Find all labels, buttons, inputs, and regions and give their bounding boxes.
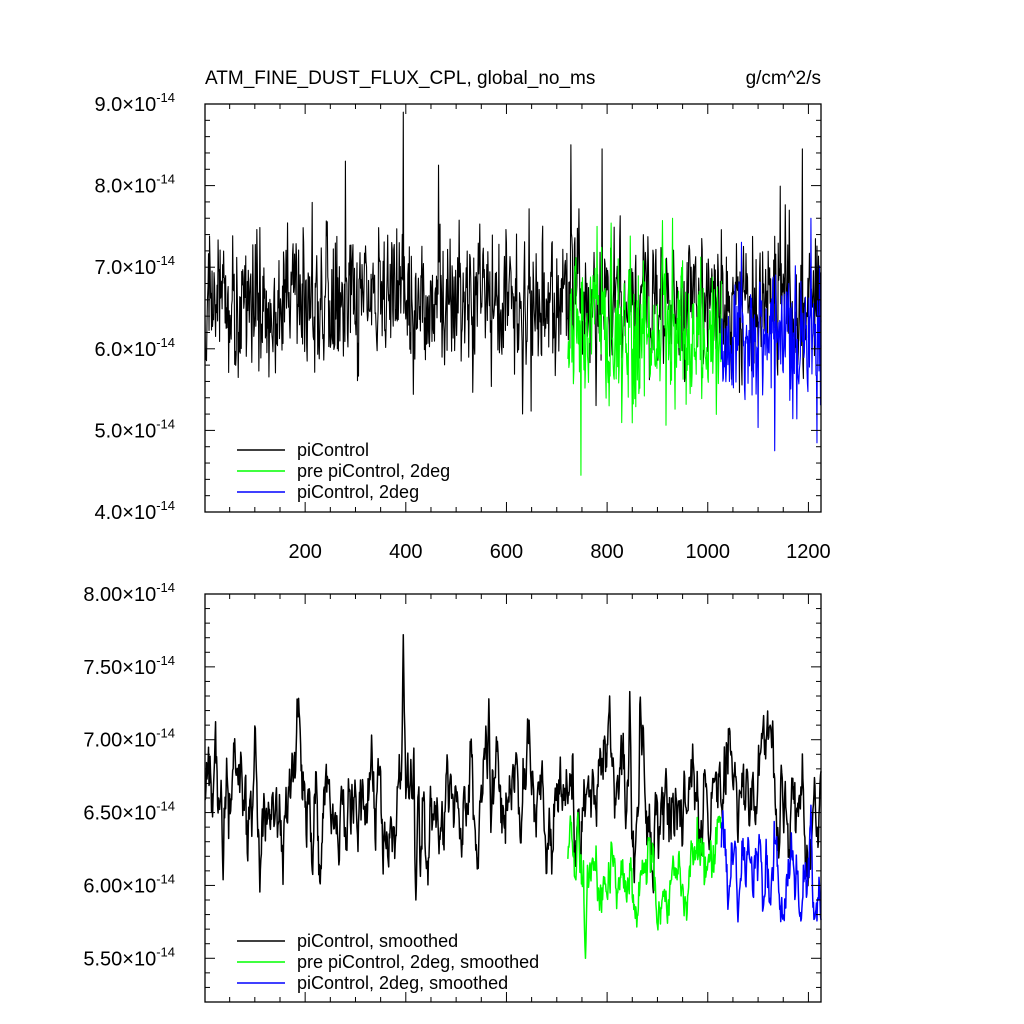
series-line-picontrol-2deg-smoothed bbox=[720, 804, 822, 923]
y-tick-label: 7.50×10-14 bbox=[83, 653, 175, 679]
y-tick-label: 6.00×10-14 bbox=[83, 871, 175, 897]
chart-title: ATM_FINE_DUST_FLUX_CPL, global_no_ms bbox=[205, 68, 595, 89]
y-tick-label: 5.50×10-14 bbox=[83, 944, 175, 970]
series-line-pre-picontrol-2deg-smoothed bbox=[567, 811, 722, 960]
top-series-group bbox=[204, 111, 822, 476]
x-tick-label: 600 bbox=[490, 541, 523, 563]
y-tick-label: 9.0×10-14 bbox=[94, 90, 175, 116]
x-tick-label: 800 bbox=[590, 541, 623, 563]
chart-units: g/cm^2/s bbox=[746, 68, 821, 89]
top-ticks: 4.0×10-14 5.0×10-14 6.0×10-14 7.0×10-14 8.0×… bbox=[94, 90, 830, 563]
legend-label-picontrol-2deg-smoothed: piControl, 2deg, smoothed bbox=[297, 973, 508, 993]
legend-label-pre-picontrol-2deg-smoothed: pre piControl, 2deg, smoothed bbox=[297, 952, 539, 972]
y-tick-label: 7.00×10-14 bbox=[83, 726, 175, 752]
bottom-series-group bbox=[204, 634, 822, 960]
legend-label-pre-picontrol-2deg: pre piControl, 2deg bbox=[297, 461, 450, 481]
bottom-panel: 5.50×10-14 6.00×10-14 6.50×10-14 7.00×10-14… bbox=[83, 580, 822, 1003]
y-tick-label: 8.00×10-14 bbox=[83, 580, 175, 606]
series-line-picontrol bbox=[204, 111, 822, 415]
x-tick-label: 200 bbox=[288, 541, 321, 563]
legend-label-picontrol-smoothed: piControl, smoothed bbox=[297, 931, 458, 951]
series-line-pre-picontrol-2deg bbox=[567, 217, 722, 476]
y-tick-label: 8.0×10-14 bbox=[94, 172, 175, 198]
y-tick-label: 6.50×10-14 bbox=[83, 799, 175, 825]
series-line-picontrol-2deg bbox=[720, 217, 822, 452]
y-tick-label: 7.0×10-14 bbox=[94, 253, 175, 279]
top-panel: ATM_FINE_DUST_FLUX_CPL, global_no_ms g/c… bbox=[94, 68, 830, 563]
x-tick-label: 1000 bbox=[686, 541, 731, 563]
x-tick-label: 1200 bbox=[786, 541, 831, 563]
y-tick-label: 4.0×10-14 bbox=[94, 498, 175, 524]
legend-label-picontrol-2deg: piControl, 2deg bbox=[297, 482, 419, 502]
y-tick-label: 5.0×10-14 bbox=[94, 416, 175, 442]
x-tick-label: 400 bbox=[389, 541, 422, 563]
bottom-legend: piControl, smoothed pre piControl, 2deg,… bbox=[237, 931, 539, 993]
top-legend: piControl pre piControl, 2deg piControl,… bbox=[237, 440, 450, 502]
top-plot-frame bbox=[204, 103, 822, 513]
series-line-picontrol-smoothed bbox=[204, 634, 822, 901]
bottom-ticks: 5.50×10-14 6.00×10-14 6.50×10-14 7.00×10-14… bbox=[83, 580, 821, 1002]
legend-label-picontrol: piControl bbox=[297, 440, 369, 460]
y-tick-label: 6.0×10-14 bbox=[94, 335, 175, 361]
